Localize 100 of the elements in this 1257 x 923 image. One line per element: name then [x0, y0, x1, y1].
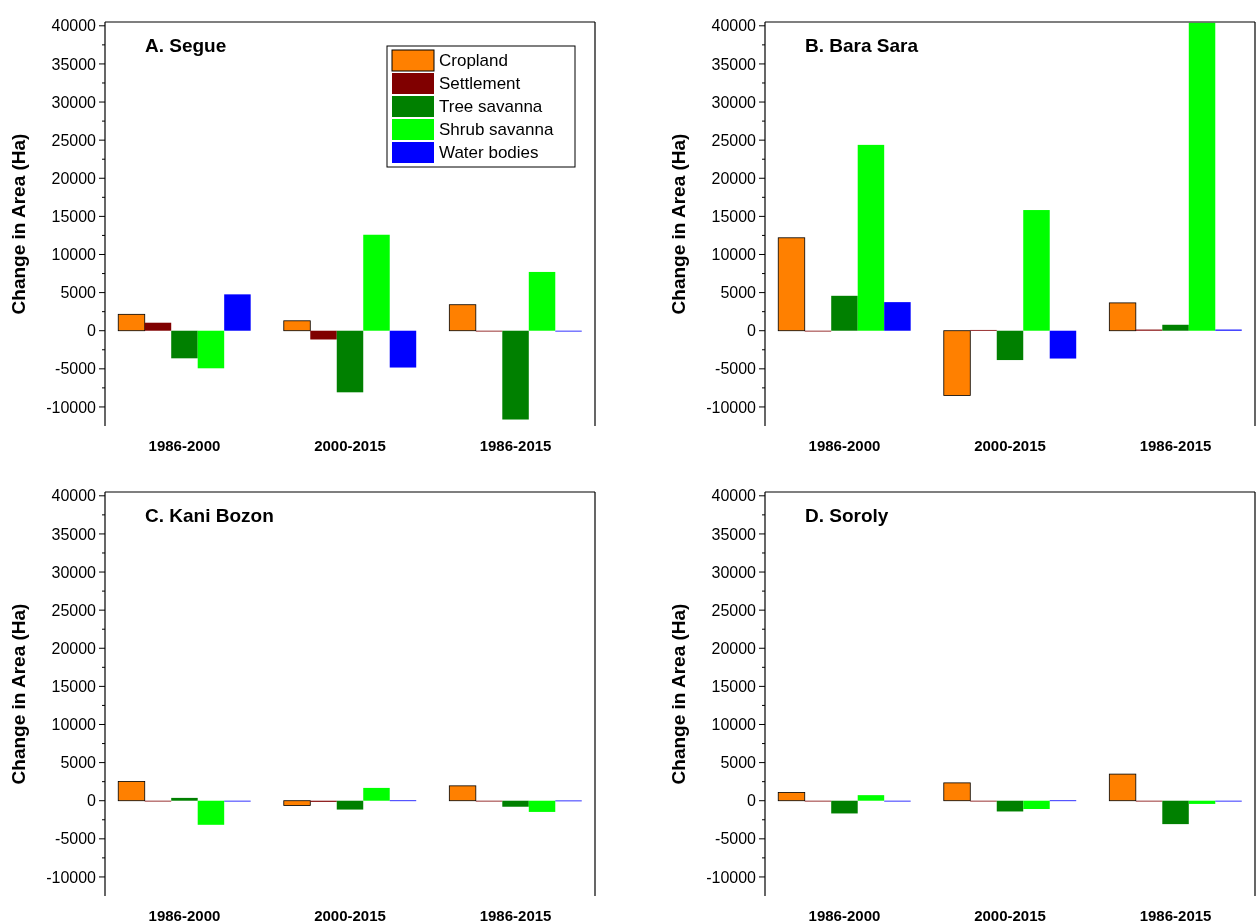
legend-label: Settlement: [439, 74, 521, 93]
bar: [1023, 210, 1050, 331]
bar: [502, 330, 529, 420]
bar: [1023, 800, 1050, 810]
y-tick-label: -10000: [46, 398, 97, 416]
x-tick-label: 2000-2015: [974, 437, 1046, 454]
bar: [996, 330, 1024, 361]
x-tick-label: 1986-2015: [1139, 907, 1212, 923]
bar: [336, 800, 364, 810]
bar: [171, 330, 198, 359]
y-tick-label: 10000: [711, 716, 757, 734]
bar: [283, 800, 311, 806]
bar: [831, 800, 858, 814]
bar: [389, 330, 417, 368]
y-tick-label: 30000: [51, 93, 97, 111]
y-tick-label: -5000: [55, 830, 97, 848]
legend-label: Cropland: [439, 51, 508, 70]
text: B. Bara Sara: [805, 35, 919, 56]
y-tick-label: 15000: [711, 677, 757, 695]
bar: [117, 313, 146, 332]
bar: [171, 797, 198, 801]
y-tick-label: 30000: [51, 563, 97, 581]
bar: [448, 785, 477, 802]
y-tick-label: 5000: [720, 284, 757, 302]
bar: [857, 144, 885, 331]
bar: [1188, 22, 1216, 331]
y-tick-label: 35000: [711, 525, 757, 543]
y-axis-title: Change in Area (Ha): [668, 133, 689, 315]
y-tick-label: 20000: [711, 169, 757, 187]
bar: [502, 800, 529, 807]
y-tick-label: 25000: [711, 601, 757, 619]
y-tick-label: 25000: [51, 131, 97, 149]
bar: [310, 330, 337, 340]
y-axis-title: Change in Area (Ha): [8, 603, 29, 785]
bar: [996, 800, 1024, 812]
y-tick-label: -10000: [706, 398, 757, 416]
x-tick-label: 1986-2015: [479, 437, 552, 454]
y-tick-label: -5000: [715, 360, 757, 378]
bar: [528, 800, 556, 812]
y-tick-label: 0: [747, 322, 757, 340]
bar: [197, 330, 225, 369]
y-tick-label: 20000: [51, 639, 97, 657]
bar: [197, 800, 225, 825]
y-tick-label: -10000: [706, 868, 757, 886]
bar: [528, 271, 556, 331]
y-tick-label: 10000: [51, 716, 97, 734]
bar: [1162, 324, 1189, 331]
y-tick-label: 20000: [711, 639, 757, 657]
bar: [224, 294, 251, 331]
y-tick-label: 5000: [720, 754, 757, 772]
y-tick-label: 25000: [51, 601, 97, 619]
y-tick-label: 35000: [51, 55, 97, 73]
y-tick-label: 15000: [711, 207, 757, 225]
x-tick-label: 2000-2015: [974, 907, 1046, 923]
legend-label: Tree savanna: [439, 97, 543, 116]
y-axis-title: Change in Area (Ha): [8, 133, 29, 315]
text: C. Kani Bozon: [145, 505, 274, 526]
y-tick-label: -5000: [55, 360, 97, 378]
y-tick-label: 40000: [51, 487, 97, 505]
x-tick-label: 1986-2000: [148, 437, 221, 454]
y-tick-label: 15000: [51, 207, 97, 225]
x-tick-label: 1986-2000: [148, 907, 221, 923]
y-tick-label: 0: [747, 792, 757, 810]
y-tick-label: 10000: [51, 246, 97, 264]
bar: [1108, 302, 1137, 332]
y-tick-label: 5000: [60, 284, 97, 302]
bar: [777, 792, 806, 802]
y-tick-label: -10000: [46, 868, 97, 886]
bar: [1162, 800, 1189, 825]
y-tick-label: 40000: [51, 17, 97, 35]
y-tick-label: 15000: [51, 677, 97, 695]
y-tick-label: 0: [87, 792, 97, 810]
y-tick-label: 30000: [711, 563, 757, 581]
text: A. Segue: [145, 35, 227, 56]
bar: [448, 304, 477, 332]
y-tick-label: 25000: [711, 131, 757, 149]
bar: [283, 320, 311, 332]
bar: [117, 781, 146, 802]
y-tick-label: 35000: [711, 55, 757, 73]
bar: [943, 330, 971, 396]
bar: [1108, 773, 1137, 802]
x-tick-label: 1986-2015: [479, 907, 552, 923]
legend-label: Shrub savanna: [439, 120, 554, 139]
text: D. Soroly: [805, 505, 889, 526]
legend-label: Water bodies: [439, 143, 539, 162]
x-tick-label: 2000-2015: [314, 437, 386, 454]
y-tick-label: 0: [87, 322, 97, 340]
y-tick-label: 10000: [711, 246, 757, 264]
y-tick-label: 30000: [711, 93, 757, 111]
bar: [336, 330, 364, 393]
y-axis-title: Change in Area (Ha): [668, 603, 689, 785]
x-tick-label: 2000-2015: [314, 907, 386, 923]
bar: [777, 237, 806, 332]
bar: [1188, 800, 1216, 804]
x-tick-label: 1986-2015: [1139, 437, 1212, 454]
bar: [884, 302, 911, 331]
x-tick-label: 1986-2000: [808, 907, 881, 923]
y-tick-label: 20000: [51, 169, 97, 187]
bar: [144, 322, 172, 331]
bar: [857, 795, 885, 801]
